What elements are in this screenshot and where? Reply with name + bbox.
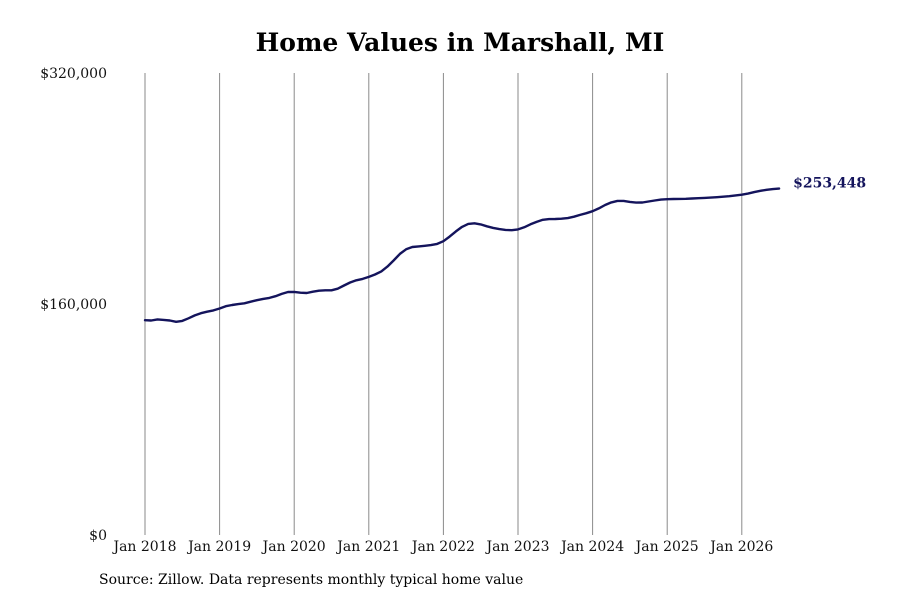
series-line [143, 187, 781, 323]
y-tick-label: $160,000 [40, 297, 107, 313]
x-tick-label: Jan 2023 [484, 539, 549, 555]
y-tick-label: $320,000 [40, 66, 107, 82]
x-tick-label: Jan 2022 [410, 539, 475, 555]
x-tick-label: Jan 2025 [634, 539, 699, 555]
y-axis-ticks: $0 $160,000 $320,000 [40, 66, 107, 544]
x-axis-ticks: Jan 2018 Jan 2019 Jan 2020 Jan 2021 Jan 2022… [111, 539, 773, 555]
chart-title: Home Values in Marshall, MI [255, 28, 665, 57]
source-note: Source: Zillow. Data represents monthly … [99, 572, 524, 588]
x-tick-label: Jan 2024 [559, 539, 624, 555]
y-tick-label: $0 [89, 528, 107, 544]
x-tick-label: Jan 2018 [111, 539, 176, 555]
x-tick-label: Jan 2026 [708, 539, 773, 555]
x-tick-label: Jan 2020 [261, 539, 326, 555]
x-tick-label: Jan 2019 [186, 539, 251, 555]
end-value-label: $253,448 [793, 176, 866, 192]
x-tick-label: Jan 2021 [335, 539, 400, 555]
gridlines [144, 73, 743, 535]
